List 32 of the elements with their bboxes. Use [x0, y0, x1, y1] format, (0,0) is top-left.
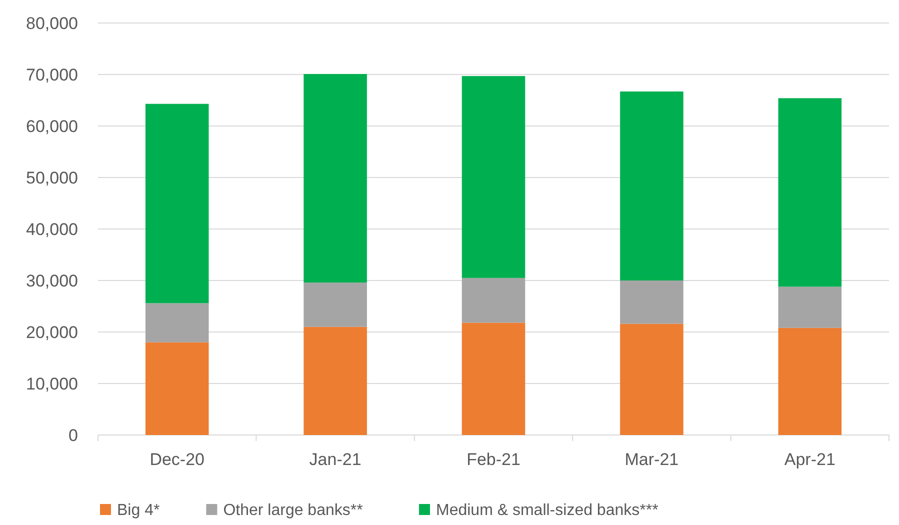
y-tick-label: 40,000 — [26, 220, 78, 239]
y-tick-label: 30,000 — [26, 271, 78, 290]
y-tick-label: 20,000 — [26, 322, 78, 342]
x-tick-label: Mar-21 — [624, 450, 679, 469]
bar — [462, 76, 526, 278]
bar — [620, 91, 684, 280]
y-tick-label: 80,000 — [26, 14, 78, 33]
bar — [778, 328, 842, 435]
bar — [778, 98, 842, 287]
y-tick-label: 60,000 — [26, 116, 78, 136]
y-tick-label: 70,000 — [26, 65, 78, 84]
x-tick-label: Jan-21 — [309, 450, 362, 469]
bar — [145, 104, 209, 304]
bar — [620, 280, 684, 324]
y-tick-label: 0 — [68, 426, 78, 445]
bar — [145, 342, 209, 435]
bar — [462, 278, 526, 323]
legend-label: Big 4* — [117, 502, 160, 519]
x-tick-label: Dec-20 — [150, 450, 205, 469]
legend-label: Medium & small-sized banks*** — [436, 502, 658, 519]
bar — [620, 324, 684, 435]
bar — [778, 286, 842, 328]
y-tick-label: 10,000 — [26, 374, 78, 394]
bar — [145, 303, 209, 342]
bar — [462, 322, 526, 435]
bar — [304, 74, 367, 283]
bar — [304, 326, 367, 435]
legend-label: Other large banks** — [223, 502, 363, 519]
x-tick-label: Apr-21 — [784, 450, 836, 469]
x-tick-label: Feb-21 — [466, 450, 520, 469]
y-tick-label: 50,000 — [26, 168, 78, 188]
bar — [304, 282, 367, 327]
